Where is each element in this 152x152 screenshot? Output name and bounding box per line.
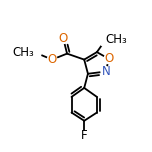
Text: O: O bbox=[104, 52, 113, 65]
Circle shape bbox=[99, 32, 113, 47]
Circle shape bbox=[27, 45, 41, 59]
Text: O: O bbox=[47, 53, 57, 66]
Circle shape bbox=[104, 54, 114, 64]
Text: N: N bbox=[102, 65, 110, 78]
Text: CH₃: CH₃ bbox=[106, 33, 128, 46]
Text: CH₃: CH₃ bbox=[12, 46, 34, 59]
Circle shape bbox=[101, 67, 111, 76]
Circle shape bbox=[80, 131, 88, 140]
Text: O: O bbox=[59, 32, 68, 45]
Circle shape bbox=[59, 34, 68, 43]
Circle shape bbox=[47, 55, 57, 64]
Text: F: F bbox=[81, 129, 88, 142]
